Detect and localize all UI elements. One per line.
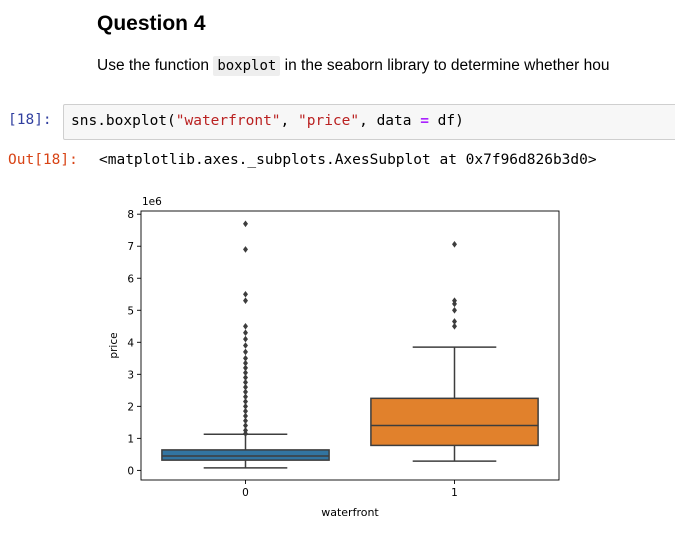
y-tick-label: 5 [127, 305, 134, 317]
outlier-point [452, 297, 457, 304]
code-line[interactable]: sns.boxplot("waterfront", "price", data … [71, 113, 464, 129]
outlier-point [243, 364, 248, 372]
output-text: <matplotlib.axes._subplots.AxesSubplot a… [99, 152, 597, 168]
y-tick-label: 0 [127, 465, 134, 477]
outlier-point [452, 241, 457, 248]
outlier-point [243, 220, 248, 228]
outlier-point [243, 412, 248, 420]
outlier-point [243, 388, 248, 396]
outlier-point [243, 393, 248, 401]
outlier-point [243, 403, 248, 410]
input-prompt: [18]: [8, 112, 52, 128]
output-prompt: Out[18]: [8, 152, 78, 168]
outlier-point [452, 318, 457, 325]
code-arg-waterfront: "waterfront" [175, 113, 281, 129]
outlier-point [243, 417, 248, 425]
y-axis-label: price [108, 332, 120, 358]
question-text: Use the function boxplot in the seaborn … [97, 56, 610, 76]
x-tick-label: 1 [451, 487, 458, 499]
boxplot-chart: 0 1 2 3 4 5 6 7 8 1e6 price 0 1 waterfront [108, 196, 560, 519]
y-offset-label: 1e6 [142, 196, 162, 208]
code-input-cell[interactable]: sns.boxplot("waterfront", "price", data … [63, 104, 675, 140]
y-tick-label: 7 [127, 241, 134, 253]
outlier-point [243, 369, 248, 377]
text-before: Use the function [97, 57, 214, 74]
text-after: in the seaborn library to determine whet… [280, 57, 610, 74]
outlier-point [452, 322, 457, 330]
outlier-point [243, 379, 248, 386]
outlier-point [243, 355, 248, 362]
outlier-point [243, 427, 248, 434]
code-arg-price: "price" [298, 113, 360, 129]
code-suffix: df) [428, 113, 464, 129]
code-sep2: , data [359, 113, 421, 129]
outlier-point [243, 335, 248, 343]
outlier-point [243, 329, 248, 336]
outlier-point [243, 322, 248, 330]
outlier-point [243, 342, 248, 349]
outlier-point [243, 422, 248, 429]
y-tick-label: 6 [127, 273, 134, 285]
outlier-point [243, 374, 248, 381]
outlier-point [243, 348, 248, 356]
outlier-point [243, 398, 248, 405]
y-tick-label: 2 [127, 401, 134, 413]
function-name-code: boxplot [213, 56, 281, 76]
outlier-point [452, 306, 457, 314]
code-equals: = [420, 113, 429, 129]
y-tick-label: 4 [127, 337, 134, 349]
outlier-point [243, 407, 248, 415]
y-tick-label: 8 [127, 209, 134, 221]
box-0 [161, 449, 330, 461]
outlier-point [243, 359, 248, 367]
y-tick-label: 3 [127, 369, 134, 381]
plot-frame [140, 210, 560, 481]
outlier-point [243, 246, 248, 253]
outlier-point [243, 290, 248, 298]
outlier-point [243, 297, 248, 304]
x-axis-label: waterfront [321, 506, 379, 519]
code-prefix: sns.boxplot( [71, 113, 176, 129]
y-tick-label: 1 [127, 433, 134, 445]
code-sep1: , [280, 113, 298, 129]
box-1 [370, 397, 539, 447]
question-heading: Question 4 [97, 12, 206, 35]
x-tick-label: 0 [242, 487, 249, 499]
outlier-point [243, 383, 248, 391]
